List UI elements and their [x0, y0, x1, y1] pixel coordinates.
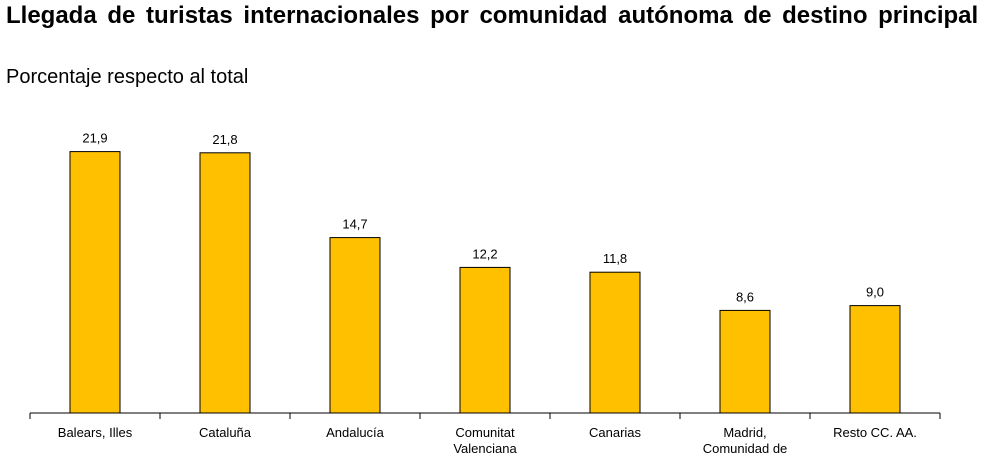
- category-labels-group: Balears, Illes Cataluña Andalucía Comunitat…: [58, 425, 917, 456]
- category-label-line: Balears, Illes: [58, 425, 133, 440]
- value-label-3: 14,7: [342, 217, 367, 232]
- value-labels-group: 21,9 21,8 14,7 12,2 11,8 8,6 9,0: [82, 131, 884, 305]
- value-label-6: 8,6: [736, 289, 754, 304]
- bars-group: [69, 151, 901, 414]
- value-label-5: 11,8: [603, 251, 627, 266]
- value-label-7: 9,0: [866, 285, 884, 300]
- category-label-6: Madrid, Comunidad de: [703, 425, 788, 456]
- bar-4: [459, 266, 511, 414]
- category-label-1: Balears, Illes: [58, 425, 133, 440]
- bar-3: [329, 237, 381, 414]
- category-label-7: Resto CC. AA.: [833, 425, 917, 440]
- bar-2: [199, 152, 251, 414]
- category-label-line: Madrid,: [723, 425, 766, 440]
- chart-title: Llegada de turistas internacionales por …: [6, 2, 979, 29]
- category-label-line: Resto CC. AA.: [833, 425, 917, 440]
- bar-6: [719, 309, 771, 414]
- chart-subtitle: Porcentaje respecto al total: [6, 66, 249, 88]
- category-label-4: Comunitat Valenciana: [453, 425, 517, 456]
- category-label-5: Canarias: [589, 425, 642, 440]
- bar-5: [589, 271, 641, 414]
- category-label-line: Canarias: [589, 425, 642, 440]
- category-label-line: Andalucía: [326, 425, 385, 440]
- value-label-2: 21,8: [212, 132, 237, 147]
- value-label-1: 21,9: [82, 131, 107, 146]
- bar-7: [849, 305, 901, 414]
- x-axis: [29, 412, 941, 419]
- category-label-line: Valenciana: [453, 441, 517, 456]
- category-label-line: Comunitat: [455, 425, 515, 440]
- category-label-line: Comunidad de: [703, 441, 788, 456]
- category-label-2: Cataluña: [199, 425, 252, 440]
- value-label-4: 12,2: [472, 246, 497, 261]
- bar-1: [69, 151, 121, 414]
- category-label-3: Andalucía: [326, 425, 385, 440]
- category-label-line: Cataluña: [199, 425, 252, 440]
